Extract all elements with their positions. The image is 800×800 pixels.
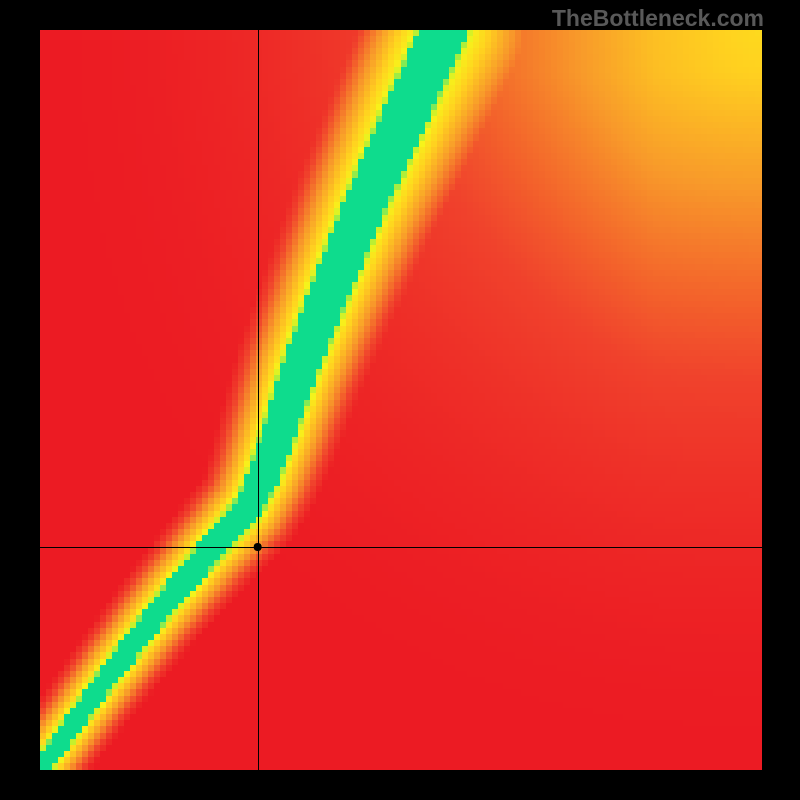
watermark-text: TheBottleneck.com	[552, 5, 764, 32]
bottleneck-heatmap	[40, 30, 762, 770]
chart-container: TheBottleneck.com	[0, 0, 800, 800]
